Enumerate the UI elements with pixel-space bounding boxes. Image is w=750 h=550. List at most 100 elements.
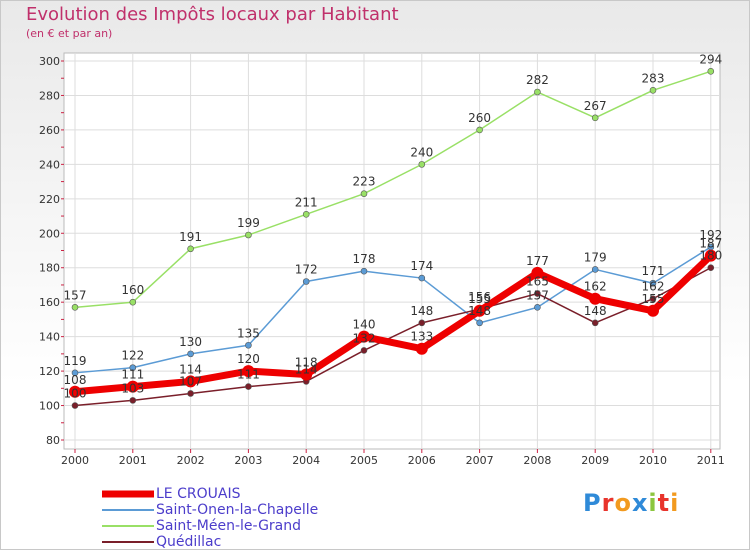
data-point-saint-meen-le-grand <box>418 161 426 168</box>
data-label-saint-meen-le-grand: 294 <box>699 52 722 66</box>
data-label-le-crouais: 120 <box>237 352 260 366</box>
data-label-saint-onen-la-chapelle: 119 <box>64 354 87 368</box>
data-point-quedillac <box>245 383 252 390</box>
series-line-quedillac <box>74 266 712 407</box>
data-label-le-crouais: 108 <box>64 373 87 387</box>
data-label-le-crouais: 133 <box>410 330 433 344</box>
data-label-saint-meen-le-grand: 282 <box>526 73 549 87</box>
data-point-le-crouais <box>126 380 139 393</box>
data-point-saint-onen-la-chapelle <box>591 266 599 273</box>
data-point-saint-meen-le-grand <box>649 86 657 94</box>
legend-label: Saint-Méen-le-Grand <box>156 518 302 534</box>
data-label-saint-meen-le-grand: 160 <box>121 283 144 297</box>
legend-item[interactable]: Saint-Méen-le-Grand <box>102 518 318 534</box>
data-point-saint-meen-le-grand <box>245 231 252 239</box>
data-point-saint-meen-le-grand <box>360 190 368 197</box>
data-label-le-crouais: 140 <box>353 318 376 332</box>
y-tick-label: 240 <box>39 158 60 171</box>
x-tick-label: 2004 <box>292 454 320 467</box>
data-label-saint-meen-le-grand: 199 <box>237 216 260 230</box>
legend-swatch <box>102 490 154 498</box>
data-point-saint-onen-la-chapelle <box>71 369 79 377</box>
data-point-saint-onen-la-chapelle <box>476 319 483 327</box>
legend-label: LE CROUAIS <box>156 486 241 502</box>
legend: LE CROUAIS Saint-Onen-la-Chapelle Saint-… <box>102 486 318 550</box>
data-label-saint-onen-la-chapelle: 135 <box>237 326 260 340</box>
series-line-saint-onen-la-chapelle <box>74 246 712 374</box>
data-label-saint-onen-la-chapelle: 157 <box>526 288 549 302</box>
data-label-quedillac: 180 <box>699 249 722 263</box>
data-point-saint-meen-le-grand <box>476 126 483 134</box>
proxiti-logo: Proxiti <box>583 489 680 517</box>
data-label-saint-onen-la-chapelle: 122 <box>121 349 144 363</box>
x-tick-label: 2011 <box>697 454 725 467</box>
data-label-quedillac: 148 <box>410 304 433 318</box>
legend-item[interactable]: LE CROUAIS <box>102 486 318 502</box>
y-tick-label: 220 <box>39 193 60 206</box>
data-point-le-crouais <box>415 342 428 355</box>
legend-swatch <box>102 541 154 543</box>
data-label-saint-onen-la-chapelle: 179 <box>584 250 607 264</box>
y-tick-label: 160 <box>39 296 60 309</box>
data-label-saint-meen-le-grand: 157 <box>64 288 87 302</box>
y-tick-label: 200 <box>39 227 60 240</box>
x-tick-label: 2005 <box>350 454 378 467</box>
legend-item[interactable]: Quédillac <box>102 534 318 550</box>
data-label-quedillac: 111 <box>237 368 260 382</box>
data-point-saint-meen-le-grand <box>591 114 599 122</box>
data-point-quedillac <box>187 390 194 397</box>
x-tick-label: 2009 <box>581 454 609 467</box>
chart-subtitle: (en € et par an) <box>26 27 113 40</box>
data-label-quedillac: 107 <box>179 374 202 388</box>
x-tick-label: 2010 <box>639 454 667 467</box>
data-point-saint-onen-la-chapelle <box>129 364 137 371</box>
data-label-le-crouais: 118 <box>295 356 318 370</box>
data-point-saint-meen-le-grand <box>302 211 310 218</box>
data-point-saint-meen-le-grand <box>71 304 79 311</box>
legend-item[interactable]: Saint-Onen-la-Chapelle <box>102 502 318 518</box>
data-label-le-crouais: 177 <box>526 254 549 268</box>
data-label-quedillac: 132 <box>353 331 376 345</box>
series-line-saint-meen-le-grand <box>74 70 712 309</box>
data-label-saint-meen-le-grand: 191 <box>179 230 202 244</box>
data-label-saint-onen-la-chapelle: 178 <box>353 252 376 266</box>
data-point-saint-meen-le-grand <box>707 68 715 75</box>
data-label-saint-onen-la-chapelle: 148 <box>468 304 491 318</box>
data-label-quedillac: 100 <box>64 387 87 401</box>
data-label-saint-meen-le-grand: 283 <box>642 71 665 85</box>
x-tick-label: 2007 <box>466 454 494 467</box>
legend-swatch <box>102 509 154 511</box>
data-point-le-crouais <box>242 365 255 378</box>
data-label-quedillac: 148 <box>584 304 607 318</box>
data-point-saint-onen-la-chapelle <box>360 267 368 275</box>
data-point-le-crouais <box>647 304 659 317</box>
data-point-saint-onen-la-chapelle <box>534 304 541 311</box>
data-point-le-crouais <box>704 249 717 262</box>
x-tick-label: 2000 <box>61 454 89 467</box>
data-point-le-crouais <box>531 266 544 279</box>
data-point-saint-meen-le-grand <box>187 245 194 253</box>
y-tick-label: 280 <box>39 89 60 102</box>
data-point-le-crouais <box>358 330 370 343</box>
y-tick-label: 180 <box>39 262 60 275</box>
x-tick-label: 2006 <box>408 454 436 467</box>
data-label-le-crouais: 155 <box>642 292 665 306</box>
x-tick-label: 2002 <box>177 454 205 467</box>
chart-title: Evolution des Impôts locaux par Habitant <box>26 4 399 25</box>
data-point-quedillac <box>649 295 657 303</box>
data-point-le-crouais <box>589 292 602 305</box>
data-label-quedillac: 114 <box>295 362 318 376</box>
data-label-saint-onen-la-chapelle: 192 <box>699 228 722 242</box>
data-point-saint-meen-le-grand <box>129 298 137 306</box>
data-point-quedillac <box>129 397 137 404</box>
data-label-saint-onen-la-chapelle: 130 <box>179 335 202 349</box>
x-tick-label: 2008 <box>523 454 551 467</box>
data-point-saint-onen-la-chapelle <box>302 278 310 285</box>
y-tick-label: 300 <box>39 55 60 68</box>
data-point-le-crouais <box>184 375 197 388</box>
data-point-saint-onen-la-chapelle <box>245 341 252 349</box>
data-point-quedillac <box>71 402 79 409</box>
x-tick-label: 2003 <box>234 454 262 467</box>
data-point-quedillac <box>360 347 368 354</box>
